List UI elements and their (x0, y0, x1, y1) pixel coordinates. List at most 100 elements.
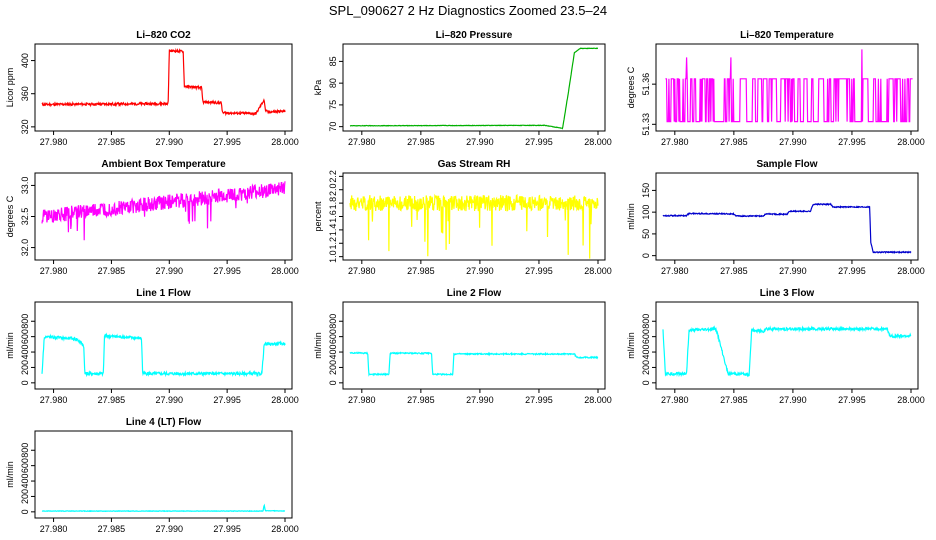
series-line-pressure (349, 47, 598, 130)
y-tick-label: 1.4 (328, 224, 338, 237)
y-tick-label: 85 (328, 56, 338, 66)
y-tick-label: 0 (20, 380, 30, 385)
y-tick-label: 100 (641, 205, 651, 220)
y-tick-label: 360 (20, 86, 30, 101)
chart-line2: Line 2 Flow 27.980 27.985 27.990 27.995 28.00… (313, 288, 612, 405)
plot-frame (34, 430, 293, 519)
x-tick-label: 28.000 (897, 137, 925, 147)
x-tick-label: 28.000 (271, 137, 299, 147)
y-tick-label: 1.2 (328, 237, 338, 250)
y-tick-label: 400 (328, 345, 338, 360)
y-tick-label: 400 (641, 345, 651, 360)
chart-title: Li–820 Temperature (740, 30, 834, 41)
series-line-rh (349, 193, 599, 259)
x-tick-label: 27.980 (40, 395, 68, 405)
y-axis-label: ml/min (5, 461, 15, 488)
y-tick-label: 1.0 (328, 250, 338, 263)
x-tick-label: 28.000 (271, 266, 299, 276)
plot-frame (34, 172, 293, 261)
y-tick-label: 80 (328, 78, 338, 88)
y-tick-label: 600 (20, 458, 30, 473)
y-tick-label: 33.0 (20, 177, 30, 195)
chart-li820temp: Li–820 Temperature 27.980 27.985 27.990 27.9… (626, 30, 925, 147)
y-tick-label: 800 (328, 314, 338, 329)
page-title: SPL_090627 2 Hz Diagnostics Zoomed 23.5–… (328, 3, 608, 18)
x-tick-label: 28.000 (271, 524, 299, 534)
chart-title: Gas Stream RH (438, 159, 511, 170)
chart-title: Line 2 Flow (447, 288, 502, 299)
series-line-co2 (41, 47, 286, 117)
x-tick-label: 28.000 (584, 266, 612, 276)
y-tick-label: 32.0 (20, 239, 30, 257)
y-tick-label: 200 (641, 360, 651, 375)
x-tick-label: 27.980 (40, 524, 68, 534)
y-tick-label: 600 (328, 329, 338, 344)
x-tick-label: 27.980 (40, 137, 68, 147)
x-tick-label: 27.985 (407, 266, 435, 276)
y-tick-label: 200 (20, 489, 30, 504)
plot-frame (342, 301, 606, 390)
x-tick-label: 27.985 (720, 137, 748, 147)
x-tick-label: 27.990 (779, 137, 807, 147)
chart-ambient: Ambient Box Temperature 27.980 27.985 27.99… (5, 159, 299, 276)
y-tick-label: 200 (328, 360, 338, 375)
y-tick-label: 70 (328, 122, 338, 132)
x-tick-label: 27.985 (98, 266, 126, 276)
chart-title: Ambient Box Temperature (101, 159, 226, 170)
x-tick-label: 27.980 (661, 266, 689, 276)
y-tick-label: 1.6 (328, 210, 338, 223)
plot-frame (34, 43, 293, 132)
y-tick-label: 50 (641, 229, 651, 239)
y-tick-label: 600 (641, 329, 651, 344)
chart-line4: Line 4 (LT) Flow 27.980 27.985 27.990 27.995… (5, 417, 299, 534)
chart-title: Li–820 CO2 (136, 30, 191, 41)
y-tick-label: 75 (328, 100, 338, 110)
y-tick-label: 800 (20, 314, 30, 329)
x-tick-label: 27.990 (156, 137, 184, 147)
y-tick-label: 800 (20, 443, 30, 458)
x-tick-label: 28.000 (584, 395, 612, 405)
chart-sampleflow: Sample Flow 27.980 27.985 27.990 27.995 28.00… (626, 159, 925, 276)
y-axis-label: percent (313, 201, 323, 232)
chart-pressure: Li–820 Pressure 27.980 27.985 27.990 27.995 2… (313, 30, 612, 147)
series-line-line3 (662, 325, 912, 378)
chart-title: Li–820 Pressure (436, 30, 513, 41)
x-tick-label: 27.995 (838, 137, 866, 147)
y-tick-label: 2.2 (328, 170, 338, 183)
series-line-line1 (41, 332, 286, 378)
x-tick-label: 28.000 (897, 395, 925, 405)
x-tick-label: 27.990 (156, 395, 184, 405)
x-tick-label: 27.995 (213, 395, 241, 405)
x-tick-label: 28.000 (584, 137, 612, 147)
y-tick-label: 600 (20, 329, 30, 344)
plot-frame (655, 43, 919, 132)
chart-line3: Line 3 Flow 27.980 27.985 27.990 27.995 28.00… (626, 288, 925, 405)
x-tick-label: 28.000 (271, 395, 299, 405)
x-tick-label: 27.985 (407, 137, 435, 147)
x-tick-label: 27.990 (466, 137, 494, 147)
x-tick-label: 27.980 (348, 266, 376, 276)
x-tick-label: 27.990 (156, 266, 184, 276)
chart-line1: Line 1 Flow 27.980 27.985 27.990 27.995 28.00… (5, 288, 299, 405)
x-tick-label: 27.990 (466, 395, 494, 405)
y-tick-label: 0 (641, 380, 651, 385)
y-axis-label: ml/min (5, 332, 15, 359)
y-axis-label: kPa (313, 80, 323, 96)
y-tick-label: 51.33 (641, 113, 651, 136)
x-tick-label: 27.995 (525, 395, 553, 405)
x-tick-label: 27.980 (348, 137, 376, 147)
x-tick-label: 27.980 (661, 137, 689, 147)
x-tick-label: 27.985 (98, 395, 126, 405)
chart-title: Line 1 Flow (136, 288, 191, 299)
x-tick-label: 27.980 (661, 395, 689, 405)
y-axis-label: degrees C (626, 66, 636, 108)
plot-frame (342, 43, 606, 132)
series-line-sampleflow (662, 202, 912, 255)
x-tick-label: 27.995 (525, 137, 553, 147)
x-tick-label: 27.980 (348, 395, 376, 405)
y-tick-label: 400 (20, 345, 30, 360)
x-tick-label: 27.995 (838, 395, 866, 405)
x-tick-label: 27.990 (156, 524, 184, 534)
x-tick-label: 28.000 (897, 266, 925, 276)
y-tick-label: 200 (20, 360, 30, 375)
